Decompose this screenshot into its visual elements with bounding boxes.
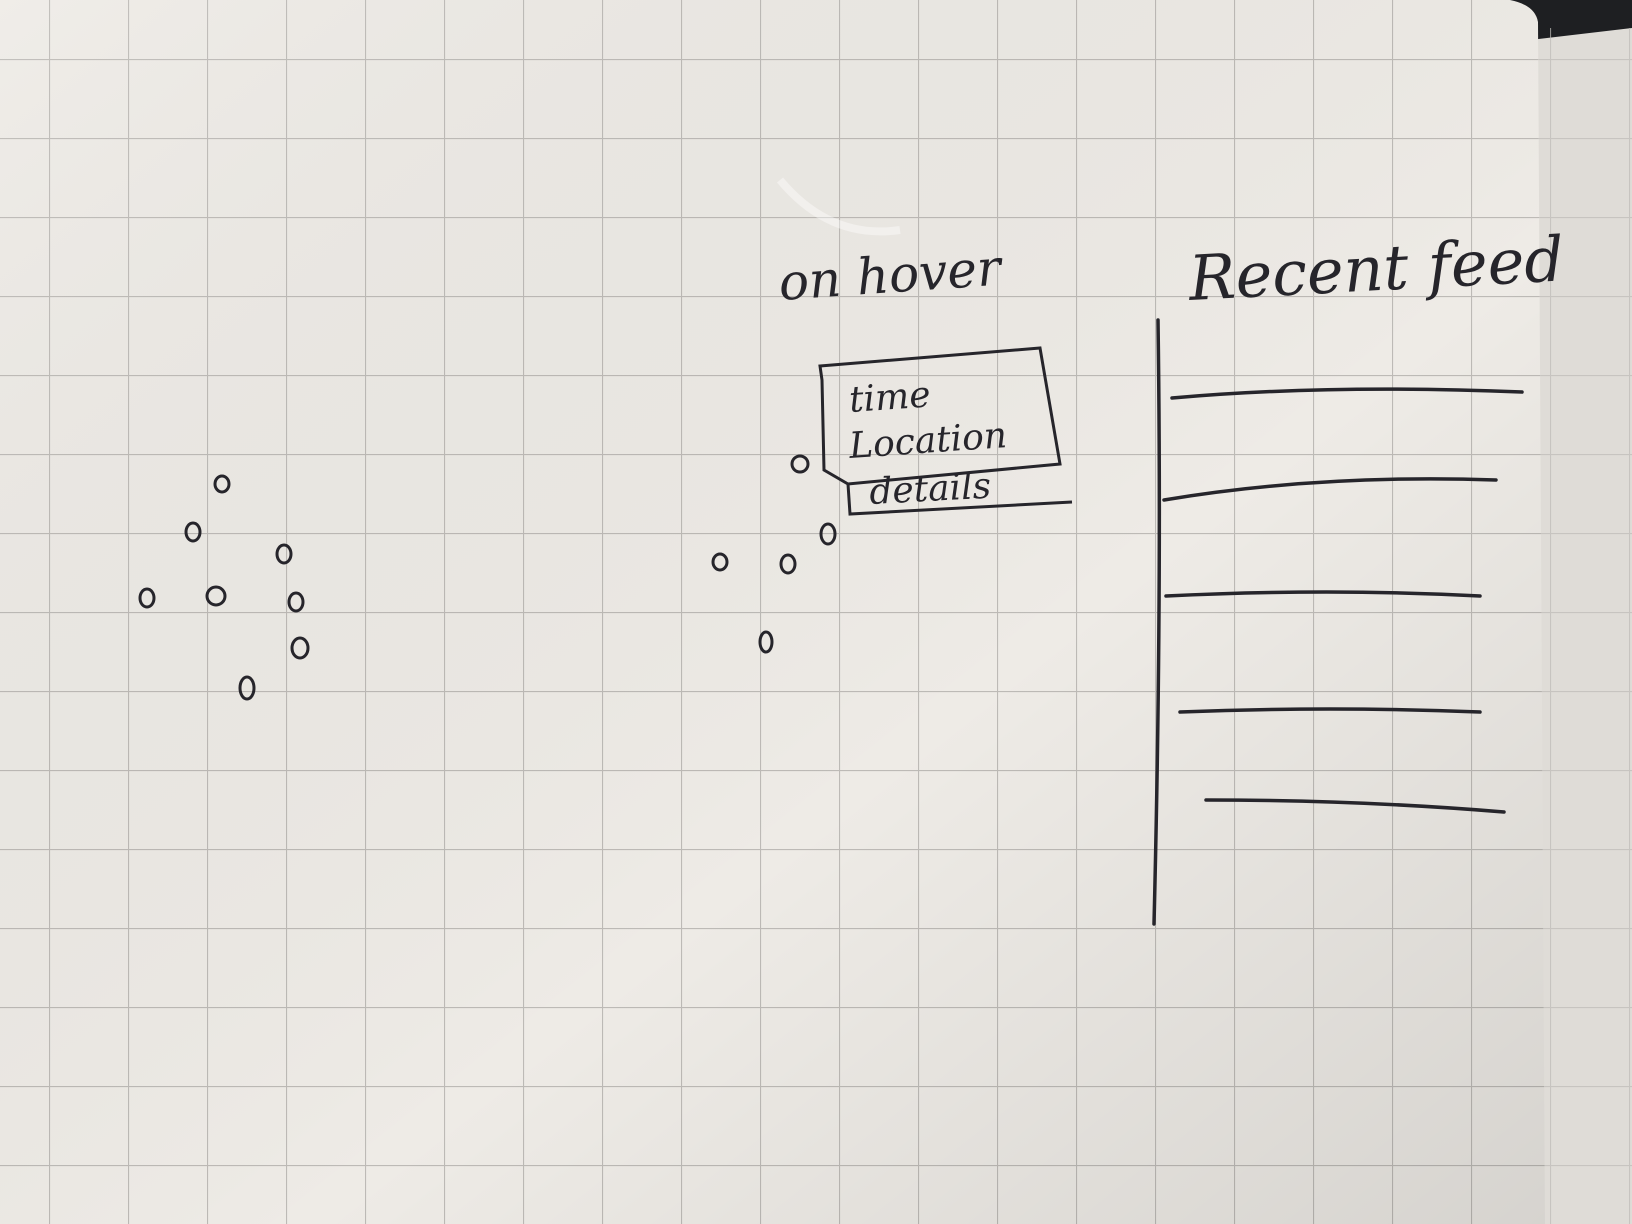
feed-item[interactable] xyxy=(1164,590,1482,598)
map-point-cluster-left xyxy=(138,474,310,701)
feed-item[interactable] xyxy=(1178,707,1482,714)
feed-item[interactable] xyxy=(1162,477,1498,502)
map-point[interactable] xyxy=(213,474,231,494)
map-point[interactable] xyxy=(290,636,310,660)
map-point[interactable] xyxy=(205,585,227,607)
right-page-grid xyxy=(1530,28,1632,1224)
map-point[interactable] xyxy=(184,521,202,543)
feed-divider-vertical xyxy=(1152,318,1162,926)
map-point[interactable] xyxy=(819,522,837,546)
feed-item[interactable] xyxy=(1204,798,1506,814)
map-point-cluster-middle xyxy=(711,454,837,654)
map-point-hovered[interactable] xyxy=(790,454,810,474)
map-point[interactable] xyxy=(287,591,305,613)
feed-item[interactable] xyxy=(1170,387,1524,400)
map-point[interactable] xyxy=(758,630,774,654)
recent-feed-panel xyxy=(1152,318,1524,926)
map-point[interactable] xyxy=(711,552,729,572)
tooltip-time: time xyxy=(848,374,932,421)
map-point[interactable] xyxy=(138,587,156,609)
map-point[interactable] xyxy=(275,543,293,565)
hover-tooltip: time Location details xyxy=(818,346,1073,516)
map-point[interactable] xyxy=(238,675,256,701)
tooltip-details: details xyxy=(868,466,992,513)
map-point[interactable] xyxy=(779,553,797,575)
